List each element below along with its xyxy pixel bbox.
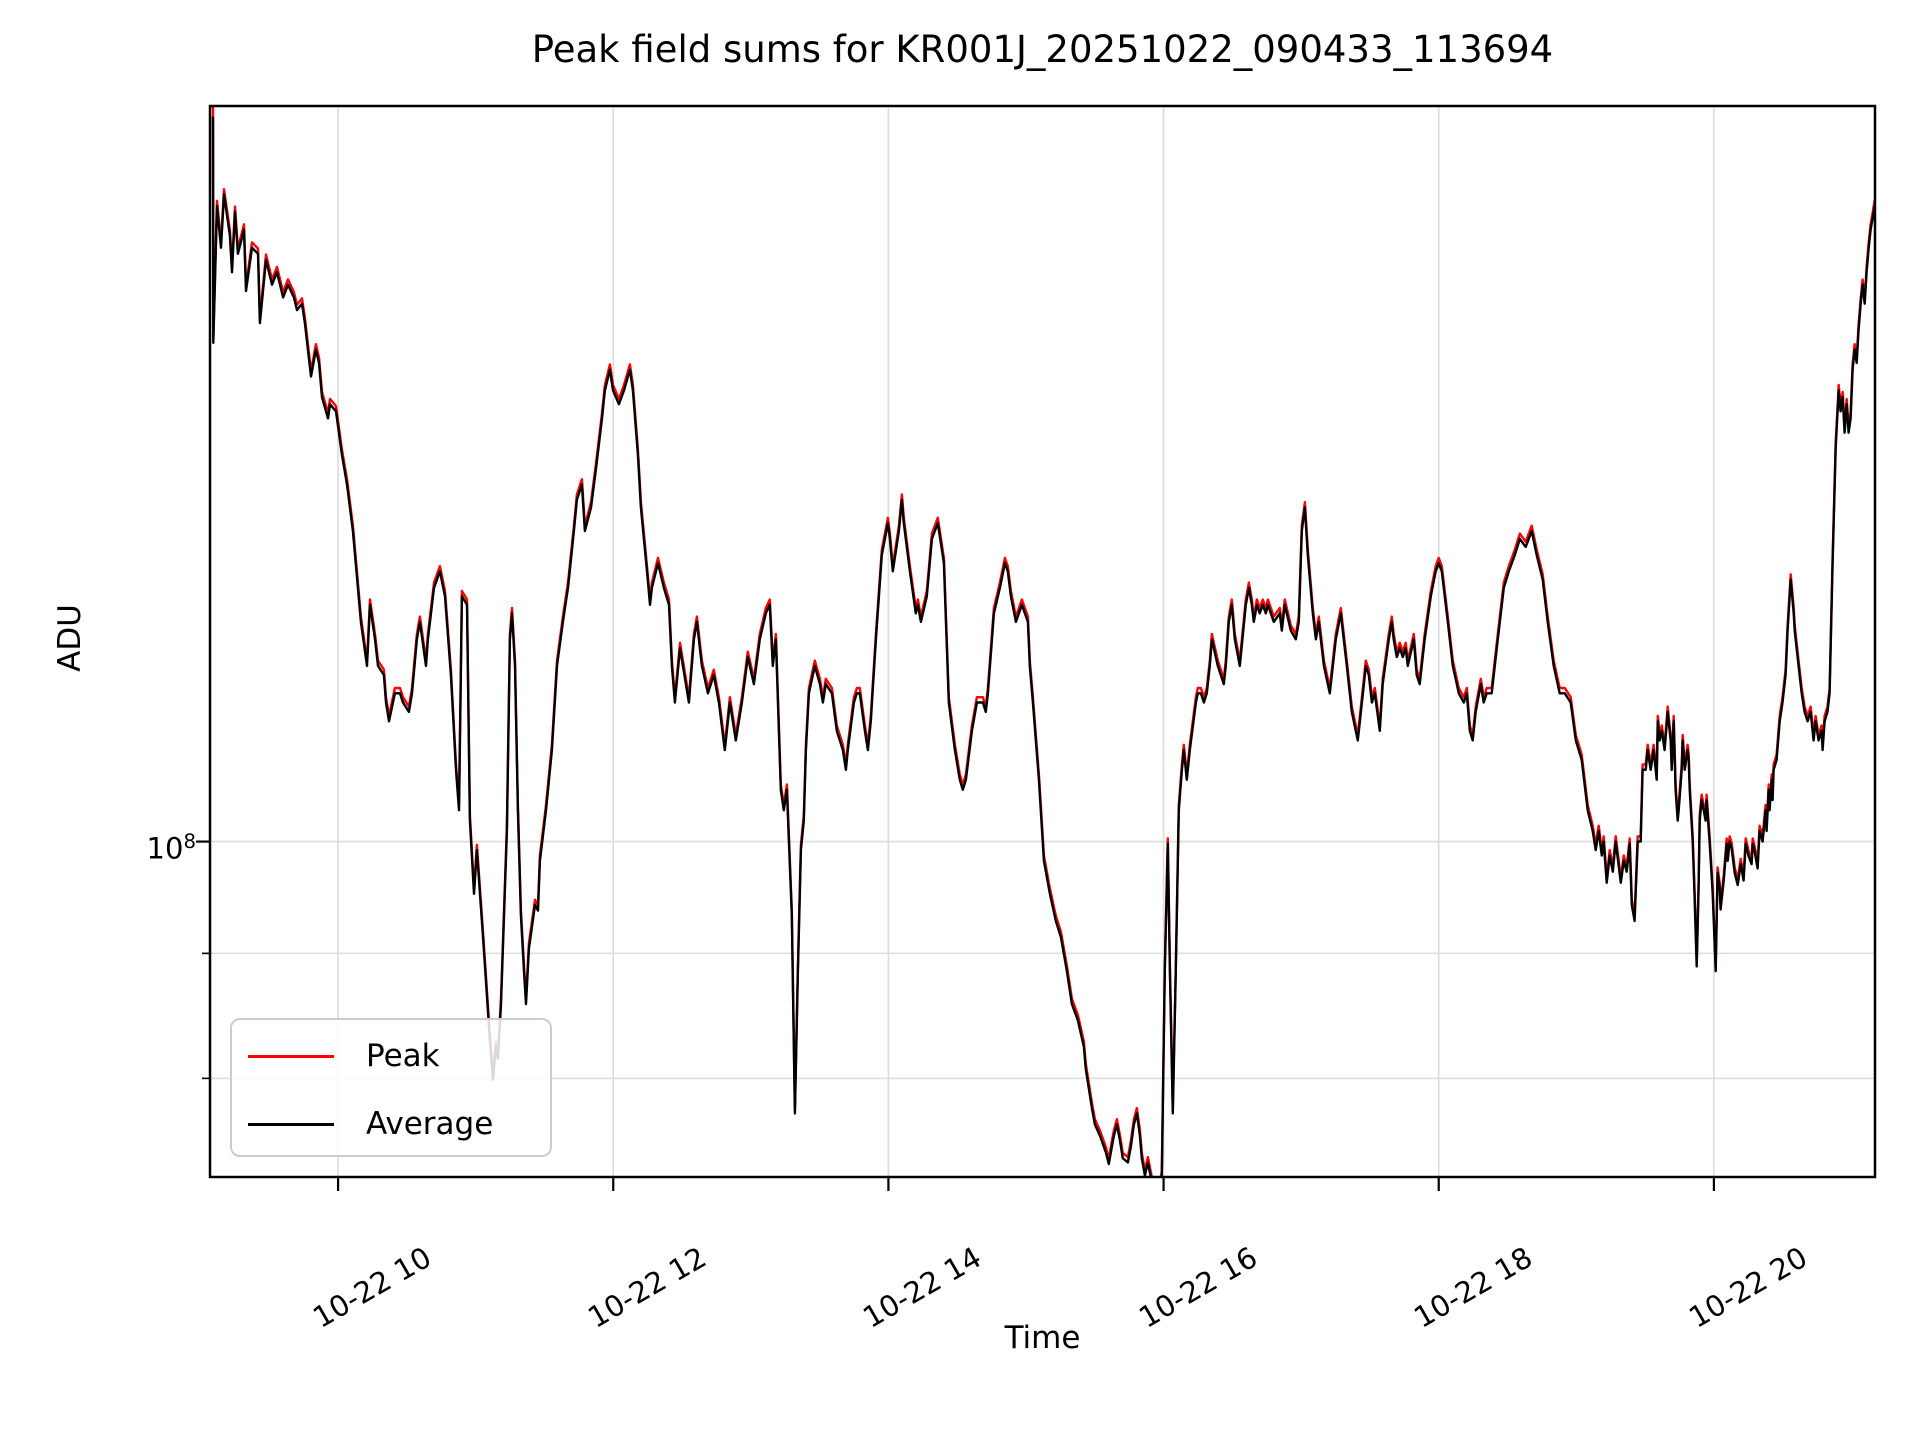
x-axis-label: Time	[1004, 1320, 1081, 1356]
y-axis-label: ADU	[52, 604, 88, 672]
legend: Peak Average	[230, 1018, 552, 1157]
average-line-swatch	[248, 1123, 334, 1126]
chart-title: Peak field sums for KR001J_20251022_0904…	[531, 28, 1554, 71]
legend-row-peak: Peak	[232, 1036, 550, 1076]
plot-border	[208, 104, 1877, 1179]
y-tick-label: 108	[146, 829, 196, 866]
average-series-line	[211, 116, 1875, 1177]
peak-line-swatch	[248, 1055, 334, 1058]
legend-row-average: Average	[232, 1104, 550, 1144]
legend-label-average: Average	[366, 1106, 494, 1142]
legend-label-peak: Peak	[366, 1038, 440, 1074]
